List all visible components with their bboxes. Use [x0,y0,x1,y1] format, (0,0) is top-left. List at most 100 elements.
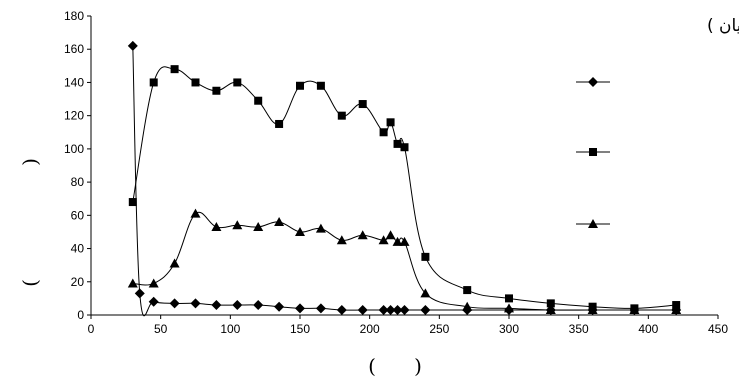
square-point [191,78,200,87]
square-point [233,78,242,87]
square-point [212,86,221,95]
diamond-point [357,305,368,316]
diamond-point [190,298,201,309]
triangle-point [127,278,138,288]
x-tick-label: 450 [708,322,728,336]
square-point [505,294,513,303]
y-tick-label: 180 [64,9,84,23]
triangle-point [629,305,640,315]
legend-entry-triangle [576,219,610,228]
square-point [358,100,367,109]
x-tick-label: 0 [88,322,95,336]
triangle-point [211,221,222,231]
diamond-point [315,303,326,314]
triangle-point [545,305,556,315]
x-tick-label: 100 [220,322,240,336]
square-point [296,81,304,90]
triangle-point [336,235,347,245]
triangle-point [671,305,682,315]
square-point [170,65,179,74]
diamond-point [336,305,347,316]
plot-axes [90,16,718,316]
x-tick-label: 150 [290,322,310,336]
square-point [393,139,402,148]
triangle-point [378,235,389,245]
square-point [589,148,597,156]
x-tick-label: 350 [569,322,589,336]
square-point [421,252,430,261]
x-tick-label: 50 [154,322,168,336]
triangle-point [357,230,368,240]
triangle-point [504,303,514,313]
series-triangle [127,208,682,315]
y-tick-label: 20 [71,275,85,289]
y-tick-label: 100 [64,142,84,156]
x-tick-label: 200 [360,322,380,336]
y-tick-label: 0 [77,308,84,322]
diamond-point [588,77,598,87]
diamond-point [274,301,285,312]
y-tick-label: 60 [71,208,85,222]
square-point [546,299,555,308]
diamond-point [295,303,305,314]
chart-title: جویچه شماره ۱ ( مدیریت کاهش جریان ) [707,16,739,36]
diamond-point [420,305,431,316]
diamond-point [169,298,180,309]
square-point [386,118,395,127]
triangle-point [315,223,326,233]
triangle-point [587,305,598,315]
triangle-point [169,258,180,268]
legend-entry-diamond [576,77,610,87]
diamond-point [392,305,403,316]
square-point [149,78,158,87]
triangle-point [274,216,285,226]
triangle-point [588,219,598,228]
y-tick-label: 80 [71,175,85,189]
triangle-point [190,208,201,218]
diamond-point [127,40,138,51]
x-axis-label: ( ) [368,354,422,378]
y-axis-label-top: ) [18,158,42,166]
y-tick-label: 160 [64,42,84,56]
y-axis-ticks: 0 20 40 60 80 100 120 140 160 180 [64,9,91,322]
diamond-point [378,305,389,316]
triangle-point [392,236,403,246]
diamond-point [385,305,396,316]
legend-entry-square [576,148,610,156]
triangle-point [295,226,305,236]
square-point [275,119,284,128]
square-point [128,198,137,207]
square-point [400,143,409,152]
series-square [128,65,681,313]
triangle-point [462,301,473,311]
square-point [316,81,325,90]
y-tick-label: 120 [64,109,84,123]
x-axis-ticks: 0 50 100 150 200 250 300 350 400 450 [88,315,728,336]
diamond-point [253,300,264,311]
series-line [132,66,677,309]
triangle-point [148,278,159,288]
square-point [254,96,263,105]
square-point [379,128,388,137]
y-tick-label: 140 [64,75,84,89]
diamond-point [134,288,145,299]
diamond-point [399,305,410,316]
square-point [463,286,472,295]
y-axis-label-bottom: ( [18,279,42,287]
chart-series [127,40,682,317]
x-tick-label: 300 [499,322,519,336]
y-tick-label: 40 [71,242,85,256]
triangle-point [385,230,396,240]
x-tick-label: 250 [429,322,449,336]
diamond-point [211,300,222,311]
chart-legend [576,77,610,228]
triangle-point [399,236,410,246]
triangle-point [253,221,264,231]
diamond-point [232,300,243,311]
square-point [337,111,346,120]
x-tick-label: 400 [638,322,658,336]
triangle-point [420,288,431,298]
series-line [132,45,677,317]
triangle-point [232,220,243,230]
